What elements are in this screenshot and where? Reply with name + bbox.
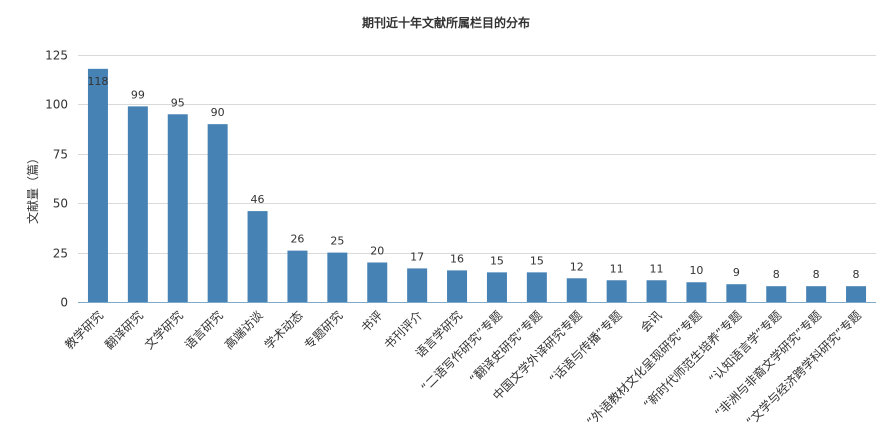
bars [87, 68, 867, 302]
y-tick-label: 125 [45, 49, 68, 63]
data-label: 20 [370, 244, 384, 257]
bar [167, 114, 188, 302]
data-label: 90 [211, 106, 225, 119]
chart-title: 期刊近十年文献所属栏目的分布 [362, 15, 530, 30]
bar [726, 284, 747, 302]
bar [287, 250, 308, 302]
data-label: 118 [87, 75, 108, 88]
bar [606, 280, 627, 302]
data-label: 9 [733, 266, 740, 279]
bar [327, 252, 348, 302]
y-axis-ticks: 0 25 50 75 100 125 [45, 49, 68, 310]
x-tick-label: 专题研究 [301, 308, 346, 353]
x-tick-label: 翻译研究 [101, 308, 146, 353]
bar [686, 282, 707, 302]
x-tick-label: 语言研究 [181, 308, 226, 353]
bar [646, 280, 667, 302]
y-tick-label: 50 [53, 197, 68, 211]
data-label: 16 [450, 252, 464, 265]
data-label: 15 [490, 254, 504, 267]
data-label: 10 [689, 264, 703, 277]
x-tick-label: 文学研究 [141, 308, 186, 353]
bar [526, 272, 547, 302]
y-axis-label: 文献量（篇） [25, 152, 40, 224]
data-label: 25 [330, 235, 344, 248]
bar [247, 211, 268, 302]
data-label: 11 [650, 262, 664, 275]
bar [447, 270, 468, 302]
data-label: 8 [813, 268, 820, 281]
bar [207, 124, 228, 302]
data-label: 12 [570, 260, 584, 273]
data-label: 11 [610, 262, 624, 275]
data-label: 26 [290, 233, 304, 246]
y-tick-label: 0 [60, 296, 68, 310]
x-tick-label: 高端访谈 [221, 308, 266, 353]
data-label: 99 [131, 88, 145, 101]
bar [846, 286, 867, 302]
data-label: 17 [410, 250, 424, 263]
data-labels: 118 99 95 90 46 26 25 20 17 16 15 15 12 11 11 10 9 8 8 8 [87, 75, 859, 281]
data-label: 8 [853, 268, 860, 281]
bar [806, 286, 827, 302]
data-label: 8 [773, 268, 780, 281]
y-tick-label: 75 [53, 148, 68, 162]
x-tick-label: 教学研究 [62, 308, 107, 353]
x-tick-label: “翻译史研究”专题 [466, 308, 545, 387]
bar [127, 106, 148, 302]
bar [367, 262, 388, 302]
y-tick-label: 25 [53, 247, 68, 261]
x-tick-label: 书评 [358, 308, 385, 335]
data-label: 46 [251, 193, 265, 206]
x-tick-label: 学术动态 [261, 308, 306, 353]
data-label: 15 [530, 254, 544, 267]
x-tick-label: “认知语言学”专题 [706, 308, 785, 387]
bar [407, 268, 428, 302]
bar [766, 286, 787, 302]
x-tick-label: 会讯 [638, 308, 665, 335]
gridlines [78, 55, 876, 254]
bar [486, 272, 507, 302]
x-tick-label: “话语与传播”专题 [546, 308, 625, 387]
bar [566, 278, 587, 302]
y-tick-label: 100 [45, 98, 68, 112]
data-label: 95 [171, 96, 185, 109]
bar [87, 68, 108, 302]
